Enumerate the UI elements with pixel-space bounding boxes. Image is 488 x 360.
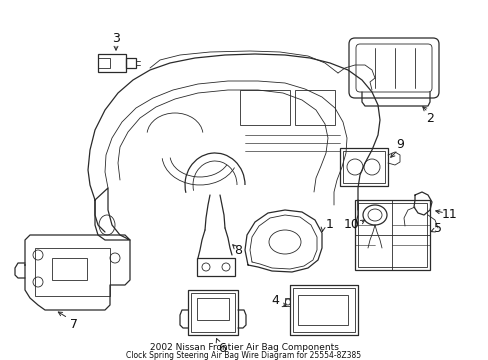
Bar bbox=[342, 151, 384, 183]
Text: 9: 9 bbox=[395, 139, 403, 152]
Text: 3: 3 bbox=[112, 31, 120, 45]
Bar bbox=[197, 298, 228, 320]
Bar bbox=[354, 200, 429, 270]
Text: 6: 6 bbox=[218, 342, 225, 355]
Text: 2002 Nissan Frontier Air Bag Components: 2002 Nissan Frontier Air Bag Components bbox=[149, 343, 338, 352]
Bar bbox=[35, 248, 110, 296]
Bar bbox=[339, 148, 387, 186]
Text: 10: 10 bbox=[344, 219, 359, 231]
Bar bbox=[52, 258, 87, 280]
Bar bbox=[294, 90, 334, 125]
Text: 8: 8 bbox=[234, 243, 242, 256]
Text: 7: 7 bbox=[70, 319, 78, 332]
Bar bbox=[98, 58, 110, 68]
Text: Clock Spring Steering Air Bag Wire Diagram for 25554-8Z385: Clock Spring Steering Air Bag Wire Diagr… bbox=[126, 351, 361, 360]
Bar bbox=[98, 54, 126, 72]
Bar bbox=[197, 258, 235, 276]
Bar bbox=[240, 90, 289, 125]
Bar bbox=[187, 290, 238, 335]
Text: 1: 1 bbox=[325, 219, 333, 231]
Text: 4: 4 bbox=[270, 293, 278, 306]
Bar bbox=[126, 58, 136, 68]
Text: 5: 5 bbox=[433, 221, 441, 234]
Bar bbox=[292, 288, 354, 332]
Bar bbox=[357, 203, 426, 267]
Text: 2: 2 bbox=[425, 112, 433, 125]
Bar bbox=[285, 298, 289, 306]
Text: 11: 11 bbox=[441, 208, 457, 221]
Bar bbox=[297, 295, 347, 325]
Bar bbox=[191, 293, 235, 332]
